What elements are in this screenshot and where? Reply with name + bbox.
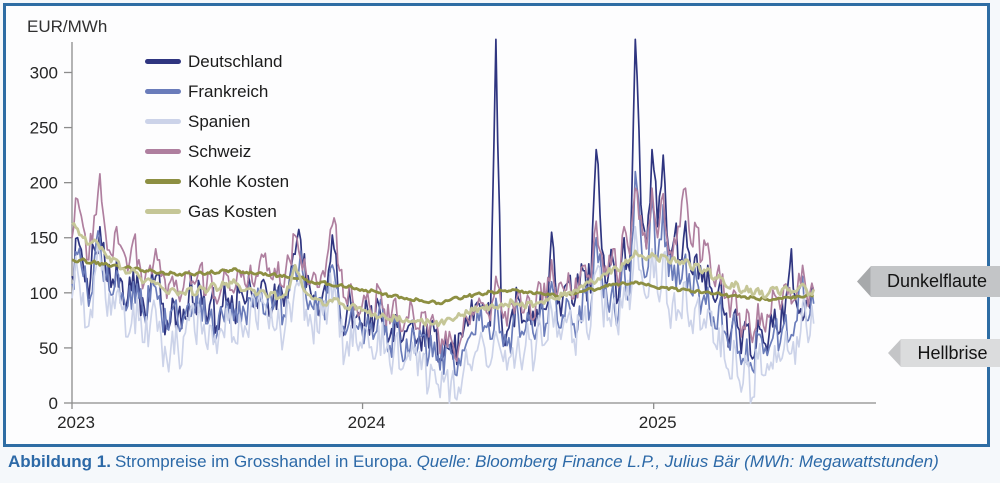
y-tick-label: 0 <box>49 394 58 413</box>
x-tick-label: 2023 <box>57 413 95 432</box>
legend-label: Gas Kosten <box>188 201 277 221</box>
series-line-spanien <box>71 225 815 404</box>
figure-caption: Abbildung 1. Strompreise im Grosshandel i… <box>8 452 992 472</box>
legend-swatch <box>145 208 181 214</box>
y-tick-label: 300 <box>30 63 58 82</box>
legend-swatch <box>145 58 181 64</box>
chart-box: 0 50 100 150 200 250 300 2023 2024 2025 EUR/MWh D… <box>3 3 1000 447</box>
legend-item-deutschland: Deutschland <box>145 46 289 76</box>
y-tick-label: 150 <box>30 229 58 248</box>
legend-item-kohle-kosten: Kohle Kosten <box>145 166 289 196</box>
legend-item-frankreich: Frankreich <box>145 76 289 106</box>
annotation-dunkelflaute-label: Dunkelflaute <box>886 271 988 291</box>
legend-item-spanien: Spanien <box>145 106 289 136</box>
y-axis-unit-label: EUR/MWh <box>27 17 108 36</box>
annotation-hellbrise-label: Hellbrise <box>917 342 988 363</box>
legend-swatch <box>145 178 181 184</box>
legend-label: Kohle Kosten <box>188 171 290 191</box>
legend-label: Deutschland <box>188 51 283 71</box>
legend-label: Frankreich <box>188 81 269 101</box>
y-tick-label: 50 <box>39 339 58 358</box>
y-tick-label: 100 <box>30 284 58 303</box>
series-line-kohle-kosten <box>71 257 814 306</box>
annotation-hellbrise: Hellbrise <box>888 339 1000 367</box>
y-tick-label: 200 <box>30 174 58 193</box>
x-tick-label: 2024 <box>348 413 386 432</box>
series-line-schweiz <box>71 172 815 362</box>
legend-item-schweiz: Schweiz <box>145 136 289 166</box>
annotation-dunkelflaute: Dunkelflaute <box>857 266 1000 297</box>
series-line-frankreich <box>71 170 815 377</box>
legend-item-gas-kosten: Gas Kosten <box>145 196 289 226</box>
caption-title: Strompreise im Grosshandel in Europa. <box>114 452 413 471</box>
legend: Deutschland Frankreich Spanien Schweiz K… <box>145 46 289 226</box>
legend-swatch <box>145 148 181 154</box>
legend-swatch <box>145 88 181 94</box>
legend-swatch <box>145 118 181 124</box>
caption-source: Quelle: Bloomberg Finance L.P., Julius B… <box>416 452 939 471</box>
legend-label: Spanien <box>188 111 251 131</box>
legend-label: Schweiz <box>188 141 252 161</box>
chart-svg: 0 50 100 150 200 250 300 2023 2024 2025 <box>30 38 876 432</box>
x-tick-label: 2025 <box>639 413 677 432</box>
series-line-gas-kosten <box>71 222 816 328</box>
caption-figure-number: Abbildung 1. <box>8 452 111 471</box>
y-tick-label: 250 <box>30 119 58 138</box>
